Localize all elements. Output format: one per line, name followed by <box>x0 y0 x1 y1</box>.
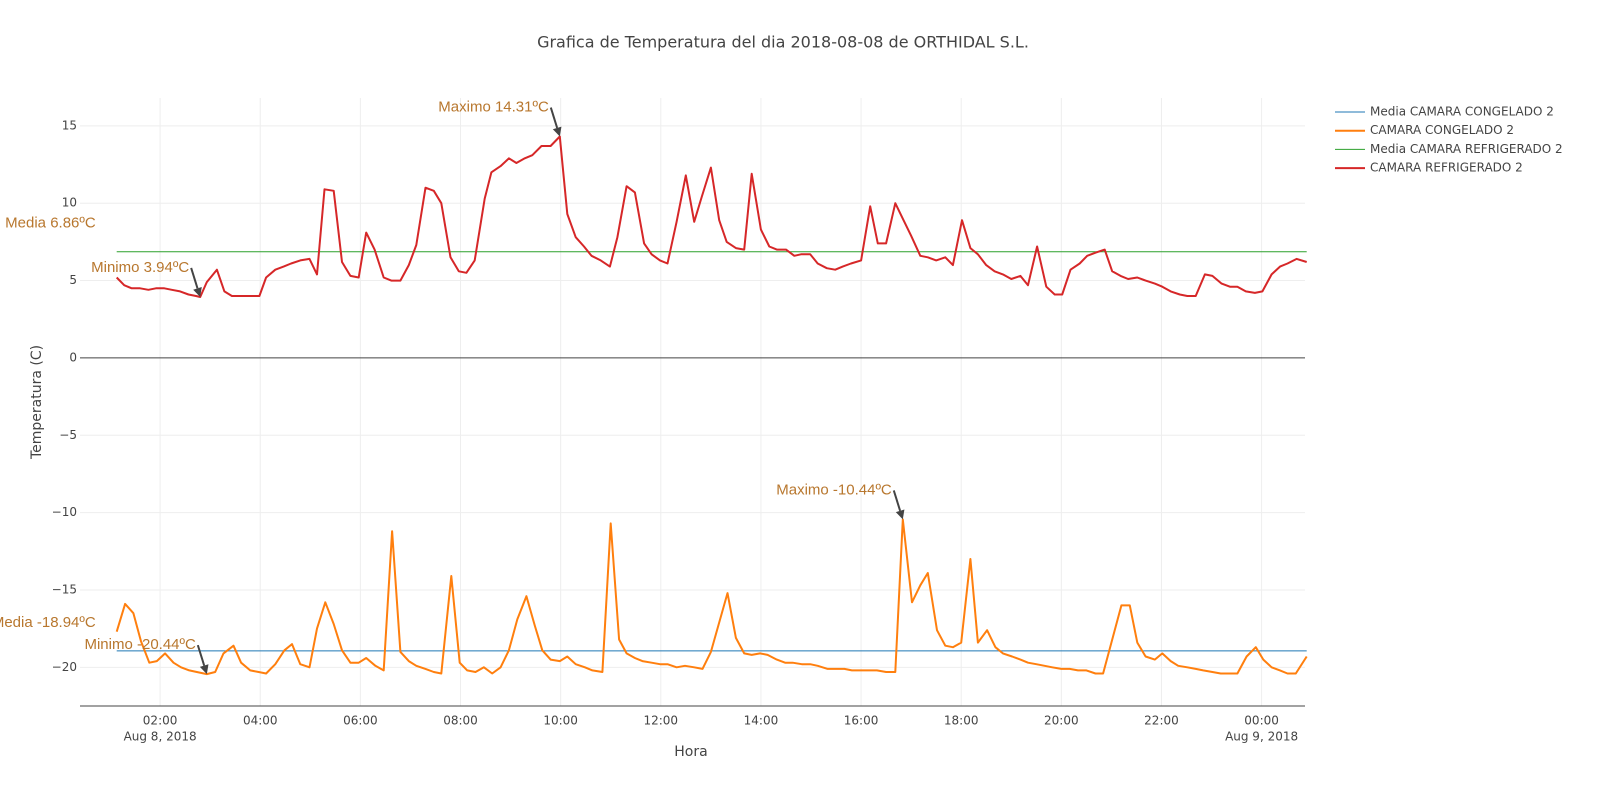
y-tick-label: 15 <box>62 118 77 132</box>
annotation-arrow <box>190 267 199 289</box>
legend-label: Media CAMARA REFRIGERADO 2 <box>1370 142 1563 156</box>
x-tick-label: 00:00 <box>1244 714 1279 728</box>
annotation-text: Media 6.86ºC <box>5 215 96 232</box>
y-axis-title: Temperatura (C) <box>29 345 45 460</box>
x-tick-label: 22:00 <box>1144 714 1179 728</box>
legend-label: Media CAMARA CONGELADO 2 <box>1370 105 1554 119</box>
y-tick-label: −10 <box>52 505 77 519</box>
x-tick-label: 18:00 <box>944 714 979 728</box>
series-line <box>115 135 1307 298</box>
annotation-arrowhead <box>193 287 202 297</box>
annotation-arrow <box>549 107 559 129</box>
annotation-text: Maximo 14.31ºC <box>438 98 549 115</box>
x-tick-label: 12:00 <box>643 714 678 728</box>
x-tick-label: 06:00 <box>343 714 378 728</box>
series-line <box>115 518 1308 676</box>
annotation-arrow <box>892 490 902 512</box>
x-axis-title: Hora <box>674 744 707 760</box>
annotation-arrowhead <box>895 509 905 520</box>
x-tick-label: 02:00 <box>143 714 178 728</box>
annotation-text: Media -18.94ºC <box>0 614 96 631</box>
x-tick-label: 16:00 <box>844 714 879 728</box>
y-tick-label: −20 <box>52 660 77 674</box>
x-tick-label: 20:00 <box>1044 714 1079 728</box>
x-tick-label: 14:00 <box>744 714 779 728</box>
legend-label: CAMARA CONGELADO 2 <box>1370 123 1514 137</box>
x-tick-label: 04:00 <box>243 714 278 728</box>
annotation-text: Minimo -20.44ºC <box>84 636 196 653</box>
annotation-text: Minimo 3.94ºC <box>91 259 189 276</box>
x-tick-label: 10:00 <box>543 714 578 728</box>
y-tick-label: −5 <box>59 428 77 442</box>
x-tick-date-label: Aug 9, 2018 <box>1225 730 1298 744</box>
annotation-arrowhead <box>552 126 562 137</box>
y-tick-label: −15 <box>52 582 77 596</box>
x-tick-label: 08:00 <box>443 714 478 728</box>
legend-label: CAMARA REFRIGERADO 2 <box>1370 161 1523 175</box>
annotation-arrow <box>196 644 206 666</box>
y-tick-label: 5 <box>69 273 77 287</box>
y-tick-label: 0 <box>69 350 77 364</box>
chart-title: Grafica de Temperatura del dia 2018-08-0… <box>537 33 1029 52</box>
x-tick-date-label: Aug 8, 2018 <box>124 730 197 744</box>
annotation-arrowhead <box>199 664 209 675</box>
annotation-text: Maximo -10.44ºC <box>776 481 892 498</box>
y-tick-label: 10 <box>62 196 77 210</box>
